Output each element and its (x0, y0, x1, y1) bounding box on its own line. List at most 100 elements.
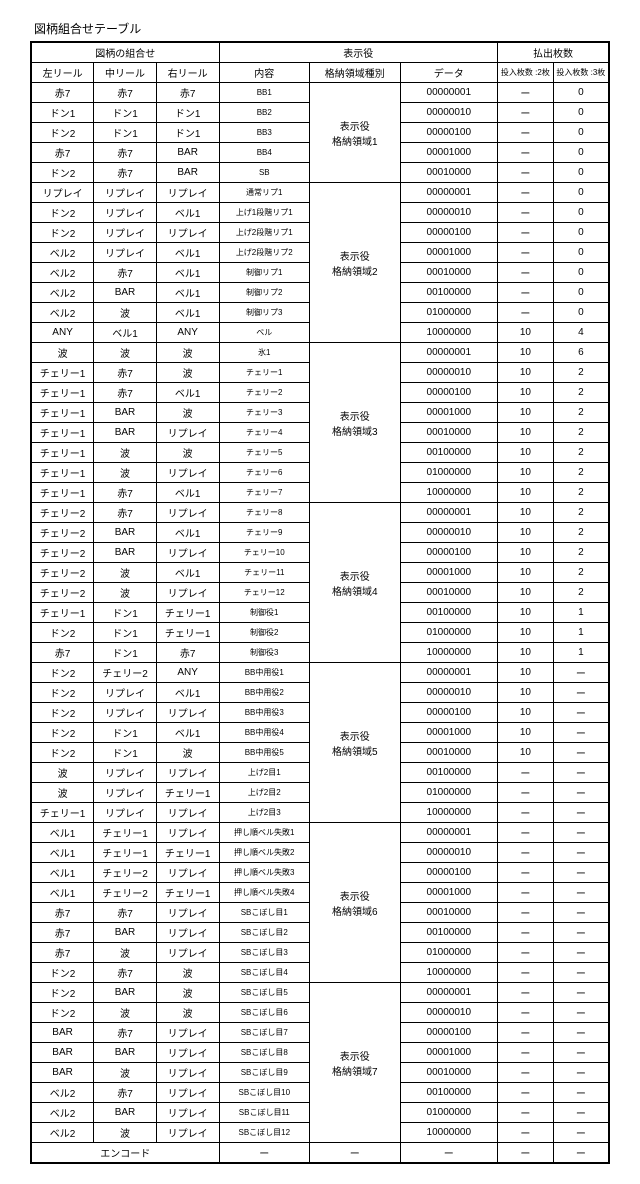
cell: ー (553, 1123, 609, 1143)
cell: 01000000 (400, 623, 497, 643)
cell: 波 (156, 983, 219, 1003)
cell: 00000001 (400, 983, 497, 1003)
hdr-area: 格納領域種別 (310, 63, 401, 83)
cell: リプレイ (156, 1043, 219, 1063)
cell: SB (219, 163, 310, 183)
cell: 上げ2段階リプ2 (219, 243, 310, 263)
cell: チェリー1 (219, 363, 310, 383)
cell: チェリー2 (94, 863, 157, 883)
cell: チェリー2 (219, 383, 310, 403)
cell: 2 (553, 443, 609, 463)
cell: 10 (498, 663, 554, 683)
cell: チェリー1 (31, 483, 94, 503)
cell: 00010000 (400, 263, 497, 283)
cell: BB1 (219, 83, 310, 103)
cell: ベル2 (31, 283, 94, 303)
cell: 0 (553, 263, 609, 283)
cell: リプレイ (94, 783, 157, 803)
cell: ー (498, 143, 554, 163)
cell: 0 (553, 283, 609, 303)
cell: ー (498, 963, 554, 983)
cell: 氷1 (219, 343, 310, 363)
cell: 00000001 (400, 83, 497, 103)
cell: ー (498, 903, 554, 923)
cell: ー (553, 703, 609, 723)
cell: 押し順ベル失敗2 (219, 843, 310, 863)
cell: 赤7 (94, 83, 157, 103)
cell: 10 (498, 683, 554, 703)
cell: ベル (219, 323, 310, 343)
cell: BB中用役2 (219, 683, 310, 703)
cell: リプレイ (94, 803, 157, 823)
cell: BB中用役1 (219, 663, 310, 683)
cell: 2 (553, 363, 609, 383)
cell: リプレイ (94, 763, 157, 783)
cell: リプレイ (156, 1023, 219, 1043)
cell: 00001000 (400, 723, 497, 743)
cell: BAR (94, 523, 157, 543)
cell: 00000010 (400, 103, 497, 123)
cell: ー (553, 1143, 609, 1164)
cell: チェリー1 (156, 843, 219, 863)
cell: ー (498, 983, 554, 1003)
cell: BAR (94, 543, 157, 563)
cell: ー (498, 783, 554, 803)
hdr-pay2: 投入枚数 :2枚 (498, 63, 554, 83)
cell: 2 (553, 403, 609, 423)
cell: 00100000 (400, 283, 497, 303)
cell: 波 (94, 343, 157, 363)
footer-row: エンコードーーーーー (31, 1143, 609, 1164)
cell: 00010000 (400, 583, 497, 603)
cell: ー (498, 763, 554, 783)
cell: リプレイ (156, 763, 219, 783)
hdr-pay3: 投入枚数 :3枚 (553, 63, 609, 83)
cell: リプレイ (94, 203, 157, 223)
cell: ベル1 (156, 303, 219, 323)
cell: 赤7 (31, 83, 94, 103)
area-cell: 表示役 格納領域7 (310, 983, 401, 1143)
cell: チェリー1 (31, 383, 94, 403)
cell: 0 (553, 83, 609, 103)
cell: SBこぼし目8 (219, 1043, 310, 1063)
cell: ー (498, 163, 554, 183)
cell: 00000010 (400, 363, 497, 383)
cell: チェリー1 (31, 363, 94, 383)
cell: ドン1 (156, 123, 219, 143)
cell: SBこぼし目4 (219, 963, 310, 983)
cell: ドン2 (31, 983, 94, 1003)
cell: 通常リプ1 (219, 183, 310, 203)
cell: 2 (553, 483, 609, 503)
cell: ー (553, 783, 609, 803)
cell: ー (498, 883, 554, 903)
cell: ベル1 (156, 723, 219, 743)
cell: 4 (553, 323, 609, 343)
cell: ドン2 (31, 1003, 94, 1023)
cell: 2 (553, 583, 609, 603)
cell: ー (553, 743, 609, 763)
cell: ドン2 (31, 663, 94, 683)
cell: SBこぼし目11 (219, 1103, 310, 1123)
cell: 00001000 (400, 883, 497, 903)
cell: ー (553, 903, 609, 923)
table-row: チェリー2赤7リプレイチェリー8表示役 格納領域400000001102 (31, 503, 609, 523)
cell: 00001000 (400, 143, 497, 163)
cell: ー (553, 663, 609, 683)
cell: BAR (156, 163, 219, 183)
cell: 波 (94, 1123, 157, 1143)
cell: ドン2 (31, 703, 94, 723)
cell: ー (498, 223, 554, 243)
cell: リプレイ (156, 943, 219, 963)
cell: 制御リプ3 (219, 303, 310, 323)
cell: 上げ1段階リプ1 (219, 203, 310, 223)
cell: 波 (156, 343, 219, 363)
cell: 制御役2 (219, 623, 310, 643)
cell: リプレイ (156, 1063, 219, 1083)
cell: 10 (498, 623, 554, 643)
cell: 00100000 (400, 923, 497, 943)
cell: 00000100 (400, 1023, 497, 1043)
cell: ANY (156, 323, 219, 343)
hdr-mid: 中リール (94, 63, 157, 83)
cell: 10 (498, 543, 554, 563)
cell: ー (219, 1143, 310, 1164)
cell: ドン1 (94, 103, 157, 123)
